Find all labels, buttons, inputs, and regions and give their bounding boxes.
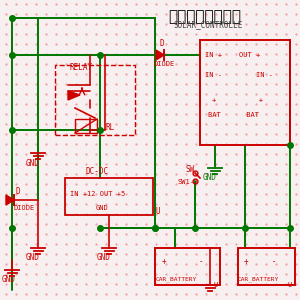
Bar [75, 119, 97, 133]
Text: +     -: + - [244, 257, 276, 266]
Bar [200, 40, 290, 145]
Text: DIODE: DIODE [14, 205, 35, 211]
Text: U: U [155, 208, 160, 217]
Polygon shape [156, 50, 164, 60]
Text: DC-DC: DC-DC [85, 167, 108, 176]
Text: +          +: + + [212, 97, 263, 103]
Text: SOLAR_CONTROLLE: SOLAR_CONTROLLE [174, 20, 243, 29]
Text: BAT      BAT: BAT BAT [208, 112, 259, 118]
Text: IN -        IN -: IN - IN - [205, 72, 273, 78]
Bar [238, 248, 295, 285]
Text: ソーラーコントロ: ソーラーコントロ [168, 9, 241, 24]
Text: CAR_BATTERY: CAR_BATTERY [238, 276, 279, 282]
Text: GND: GND [203, 173, 217, 182]
Text: IN +12 OUT +5: IN +12 OUT +5 [70, 191, 125, 197]
Text: GND: GND [2, 275, 16, 284]
Bar [55, 65, 135, 135]
Text: GND: GND [96, 205, 109, 211]
Text: RELAY: RELAY [70, 64, 93, 73]
Polygon shape [6, 195, 14, 205]
Text: RL: RL [105, 124, 114, 133]
Polygon shape [68, 91, 80, 100]
Bar [65, 178, 153, 215]
Text: +       -: + - [162, 257, 204, 266]
Text: CAR_BATTERY: CAR_BATTERY [156, 276, 197, 282]
Text: IN +    OUT +: IN + OUT + [205, 52, 260, 58]
Text: D: D [15, 188, 20, 196]
Text: DIODE: DIODE [153, 61, 174, 67]
Text: GND: GND [26, 254, 40, 262]
Text: D: D [159, 40, 164, 49]
Text: SW1-1: SW1-1 [178, 179, 199, 185]
Bar [155, 248, 220, 285]
Text: GND: GND [97, 254, 111, 262]
Text: SW: SW [185, 166, 194, 175]
Text: U: U [288, 282, 292, 288]
Text: GND: GND [26, 158, 40, 167]
Text: U: U [213, 282, 217, 288]
